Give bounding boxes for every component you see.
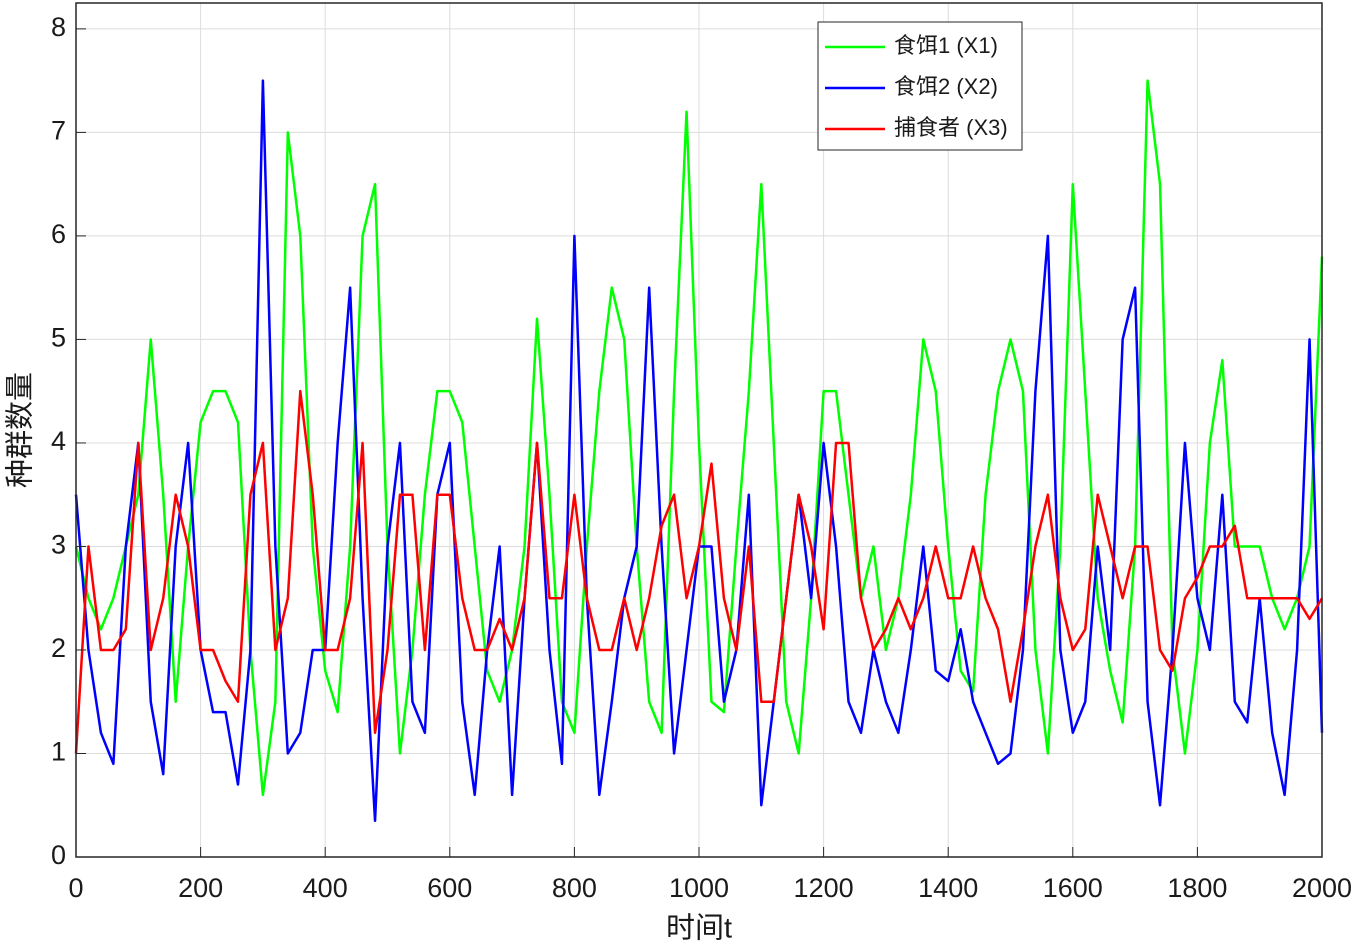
x-tick-label: 800	[552, 873, 597, 903]
x-tick-label: 1000	[669, 873, 729, 903]
y-tick-label: 1	[51, 737, 66, 767]
x-tick-label: 400	[303, 873, 348, 903]
x-tick-label: 1400	[918, 873, 978, 903]
x-tick-label: 2000	[1292, 873, 1352, 903]
x-tick-label: 600	[427, 873, 472, 903]
series-line	[74, 79, 1324, 797]
x-tick-label: 200	[178, 873, 223, 903]
y-tick-label: 5	[51, 323, 66, 353]
legend-label: 食饵2 (X2)	[894, 74, 998, 99]
y-tick-label: 3	[51, 530, 66, 560]
lines	[74, 79, 1324, 823]
series-line	[74, 389, 1324, 754]
legend: 食饵1 (X1) 食饵2 (X2) 捕食者 (X3)	[817, 21, 1023, 151]
y-tick-label: 6	[51, 219, 66, 249]
y-tick-label: 0	[51, 840, 66, 870]
y-tick-label: 8	[51, 12, 66, 42]
legend-label: 食饵1 (X1)	[894, 33, 998, 58]
x-tick-label: 0	[68, 873, 83, 903]
x-tick-label: 1800	[1167, 873, 1227, 903]
y-tick-label: 7	[51, 116, 66, 146]
y-tick-label: 2	[51, 633, 66, 663]
x-tick-label: 1200	[794, 873, 854, 903]
legend-label: 捕食者 (X3)	[894, 115, 1008, 140]
x-tick-label: 1600	[1043, 873, 1103, 903]
y-axis-label: 种群数量	[4, 372, 37, 488]
y-tick-label: 4	[51, 426, 66, 456]
x-axis-label: 时间t	[666, 912, 732, 945]
